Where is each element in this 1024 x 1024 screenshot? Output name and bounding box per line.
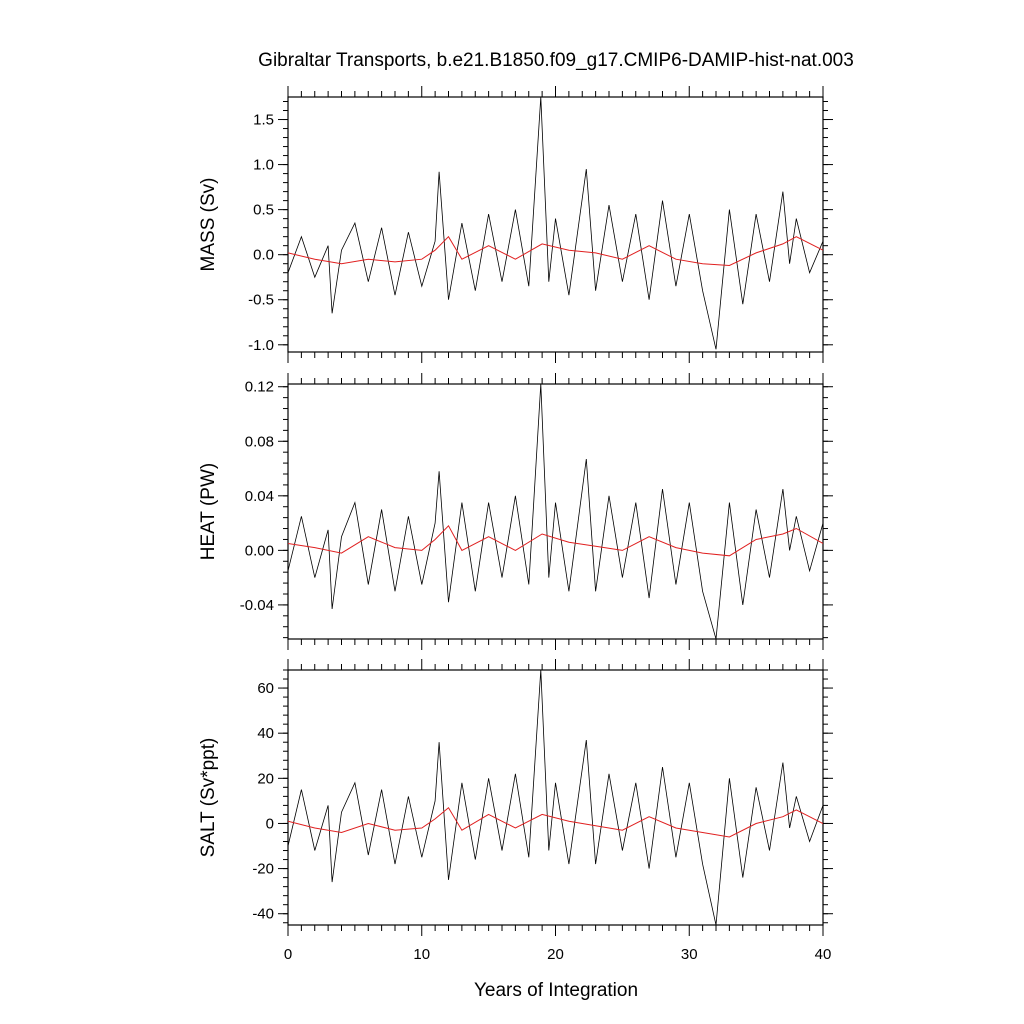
mass-y-tick-label: 1.0	[253, 157, 274, 174]
salt-plot-frame	[287, 669, 824, 926]
mass-y-tick-label: 0.5	[253, 202, 274, 219]
x-tick-label: 10	[413, 946, 430, 963]
salt-y-tick-label: 40	[257, 725, 274, 742]
mass-panel: -1.0 -0.5 0.0 0.5 1.0 1.5 MASS (Sv)	[198, 86, 833, 363]
salt-panel: -40 -20 0 20 40 60 0 10 20 30 40 SALT (Sv*ppt)	[198, 659, 833, 963]
heat-y-tick-label: 0.04	[245, 488, 274, 505]
x-axis-label: Years of Integration	[474, 980, 638, 1001]
salt-y-tick-label: -40	[252, 906, 274, 923]
x-tick-label: 40	[815, 946, 832, 963]
heat-y-tick-label: 0.12	[245, 379, 274, 396]
heat-y-tick-label: 0.00	[245, 542, 274, 559]
heat-y-tick-label: -0.04	[240, 597, 274, 614]
x-tick-label: 30	[681, 946, 698, 963]
mass-y-tick-label: -0.5	[248, 292, 274, 309]
mass-plot-frame	[287, 96, 824, 353]
mass-y-tick-label: -1.0	[248, 337, 274, 354]
heat-smoothed-series-line	[288, 524, 823, 557]
chart-title: Gibraltar Transports, b.e21.B1850.f09_g1…	[258, 50, 854, 71]
heat-monthly-series-line	[288, 384, 823, 639]
salt-y-axis-label: SALT (Sv*ppt)	[198, 738, 219, 858]
salt-y-tick-label: 0	[266, 815, 274, 832]
mass-smoothed-series-line	[288, 235, 823, 267]
x-tick-label: 20	[547, 946, 564, 963]
mass-y-axis-label: MASS (Sv)	[198, 178, 219, 272]
salt-y-tick-label: 20	[257, 770, 274, 787]
heat-plot-frame	[287, 383, 824, 640]
salt-y-tick-label: -20	[252, 861, 274, 878]
salt-y-tick-label: 60	[257, 680, 274, 697]
x-tick-label: 0	[284, 946, 292, 963]
salt-monthly-series-line	[288, 670, 823, 925]
mass-monthly-series-line	[288, 97, 823, 350]
heat-y-tick-label: 0.08	[245, 433, 274, 450]
heat-panel: -0.04 0.00 0.04 0.08 0.12 HEAT (PW)	[198, 373, 833, 650]
salt-smoothed-series-line	[288, 806, 823, 838]
mass-y-tick-label: 0.0	[253, 247, 274, 264]
heat-y-axis-label: HEAT (PW)	[198, 463, 219, 560]
mass-y-tick-label: 1.5	[253, 112, 274, 129]
